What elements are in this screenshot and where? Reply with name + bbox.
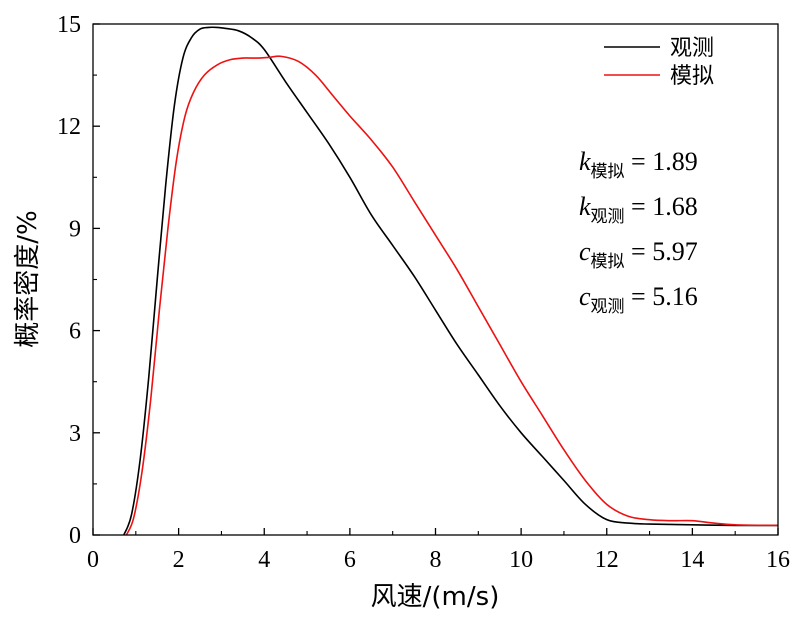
x-tick-label: 0 <box>87 547 99 573</box>
y-tick-label: 15 <box>57 12 81 38</box>
annotation-value: = 1.89 <box>625 147 698 176</box>
series-line-simulated <box>125 55 779 536</box>
axes-layer: 0 2 4 6 8 10 12 14 16 0 3 6 9 12 15 <box>57 12 790 573</box>
y-tick-label: 0 <box>69 523 81 549</box>
annotation-subscript: 观测 <box>591 207 625 227</box>
annotation-text: k观测 = 1.68 <box>579 192 698 227</box>
annotation-value: = 1.68 <box>625 192 698 221</box>
y-tick-label: 6 <box>69 319 81 345</box>
annotation-value: = 5.16 <box>625 282 698 311</box>
y-tick-label: 12 <box>57 114 81 140</box>
x-tick-label: 10 <box>509 547 533 573</box>
x-tick-label: 14 <box>680 547 704 573</box>
x-tick-label: 16 <box>766 547 790 573</box>
legend-label: 模拟 <box>670 64 714 89</box>
annotation-subscript: 模拟 <box>591 162 625 182</box>
series-layer <box>123 26 779 536</box>
annotation-value: = 5.97 <box>625 237 698 266</box>
annotation-variable: k <box>579 147 591 176</box>
annotation-text: c观测 = 5.16 <box>579 282 698 317</box>
plot-frame <box>92 23 779 536</box>
x-tick-label: 12 <box>595 547 619 573</box>
x-tick-label: 2 <box>173 547 185 573</box>
x-tick-label: 8 <box>430 547 442 573</box>
x-tick-label: 6 <box>344 547 356 573</box>
y-tick-label: 9 <box>69 216 81 242</box>
annotation-variable: c <box>579 282 591 311</box>
series-line-observed <box>123 26 779 536</box>
x-axis-title: 风速/(m/s) <box>371 582 500 612</box>
y-axis-title: 概率密度/% <box>13 210 43 347</box>
y-tick-label: 3 <box>69 421 81 447</box>
legend-label: 观测 <box>670 36 714 61</box>
annotation-variable: k <box>579 192 591 221</box>
annotation-subscript: 模拟 <box>591 252 625 272</box>
annotation-text: c模拟 = 5.97 <box>579 237 698 272</box>
annotation-variable: c <box>579 237 591 266</box>
annotation-text: k模拟 = 1.89 <box>579 147 698 182</box>
annotation-subscript: 观测 <box>591 297 625 317</box>
x-tick-label: 4 <box>258 547 270 573</box>
